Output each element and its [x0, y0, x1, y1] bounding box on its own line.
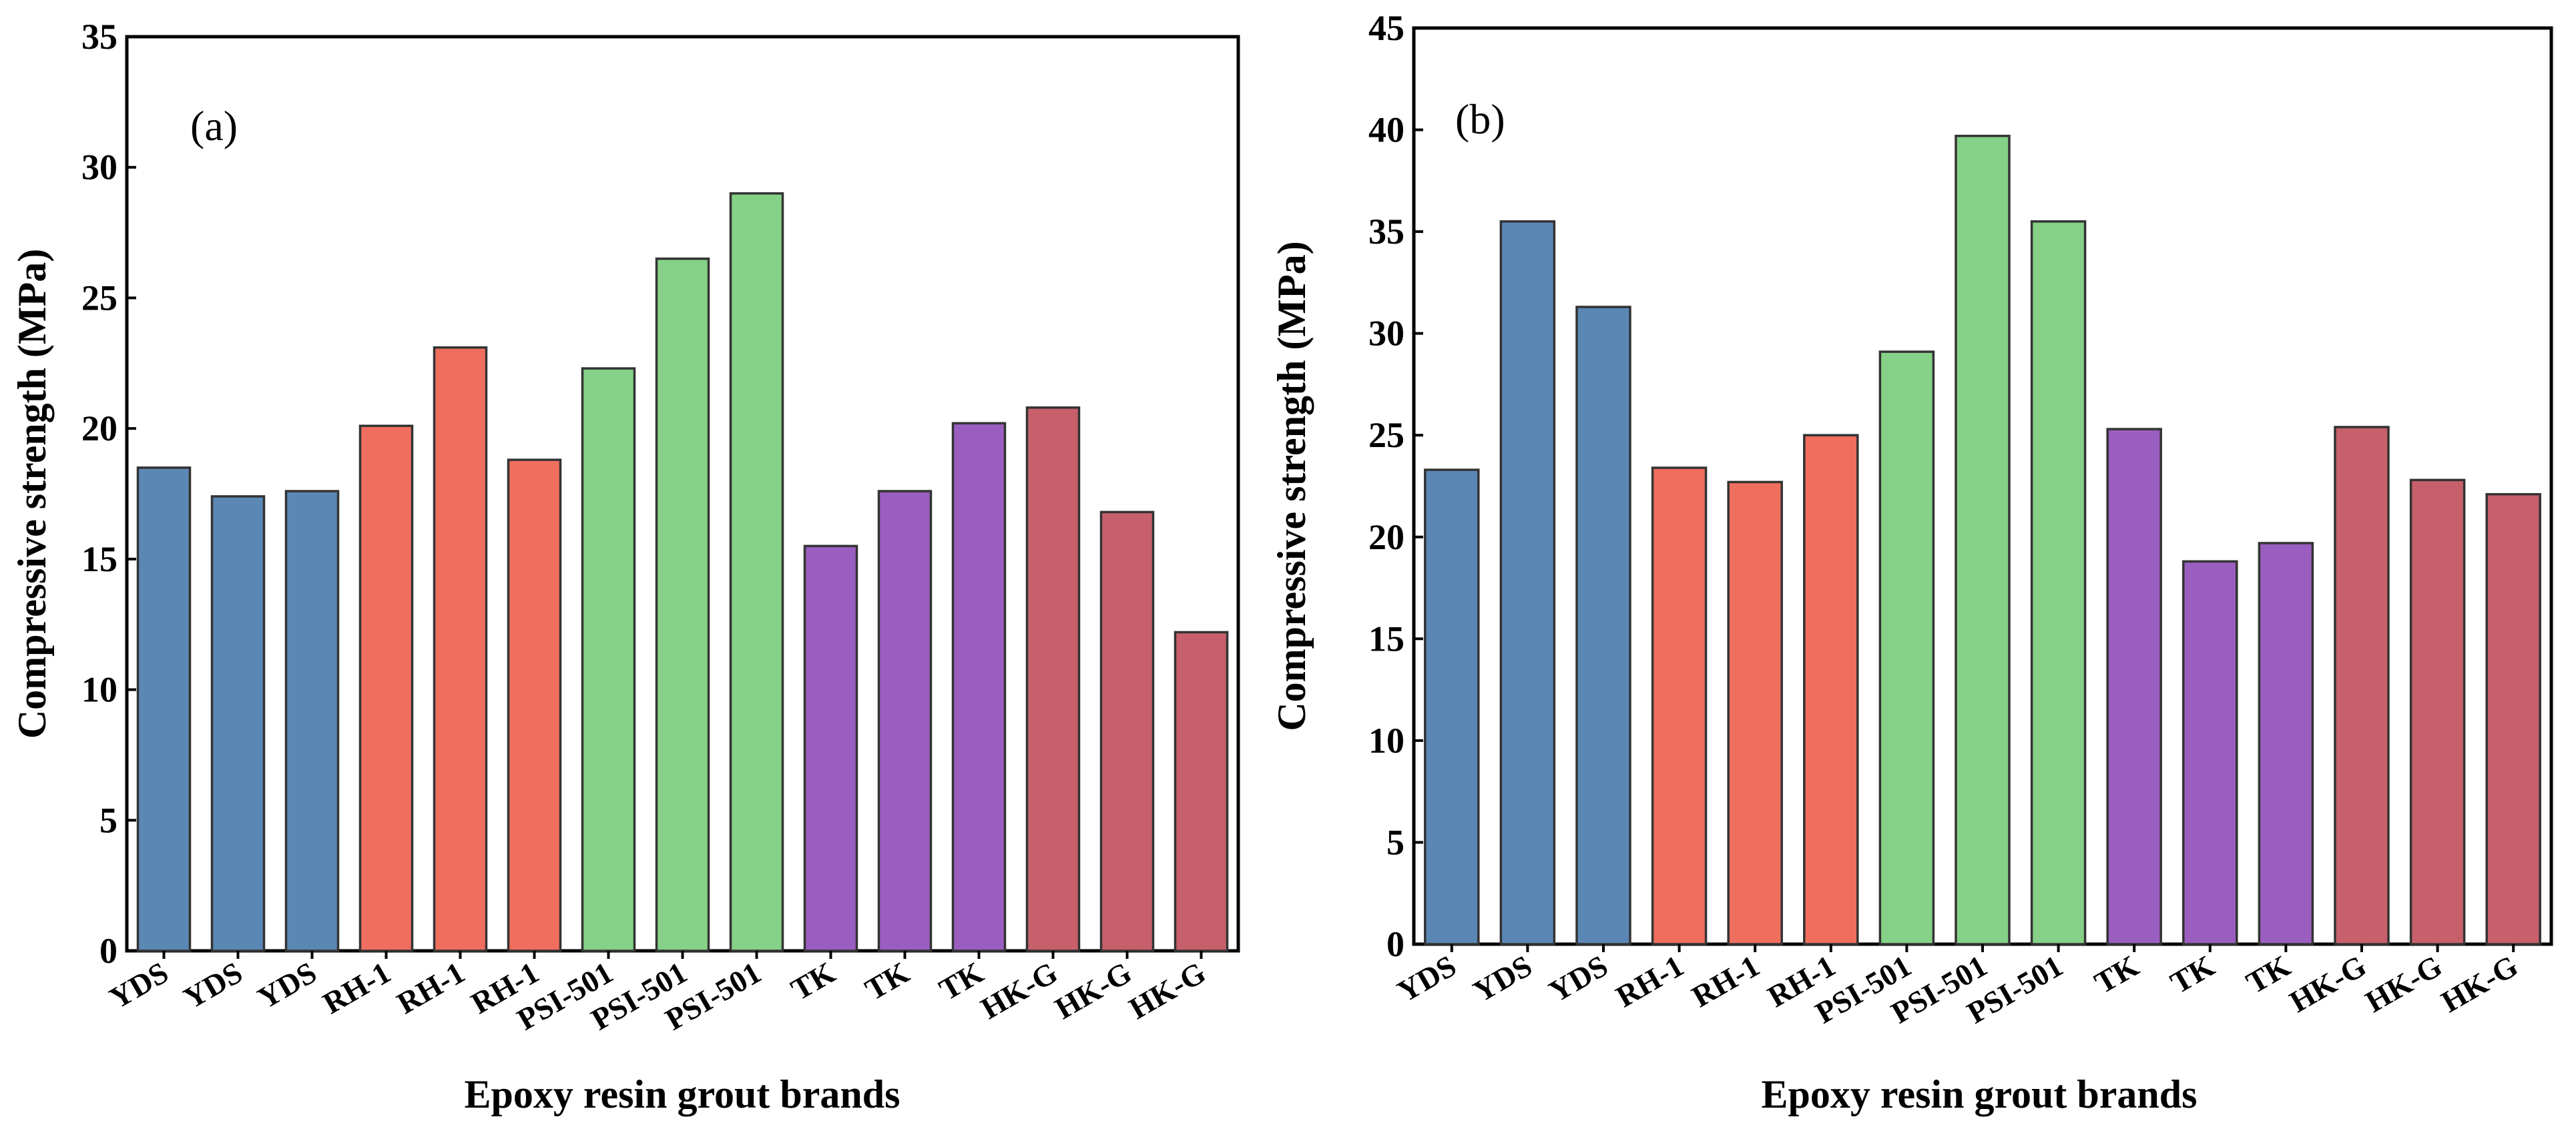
x-tick-label: RH-1: [391, 955, 470, 1020]
x-tick-label: TK: [859, 955, 915, 1007]
x-tick-label: HK-G: [975, 955, 1063, 1026]
y-tick-label: 20: [81, 408, 117, 448]
bar: [1955, 134, 2011, 945]
bar: [2334, 426, 2390, 945]
bar: [729, 192, 784, 952]
y-tick-label: 15: [81, 539, 117, 579]
y-tick-label: 5: [99, 800, 117, 840]
y-tick-label: 40: [1368, 110, 1404, 150]
x-tick-label: RH-1: [1610, 948, 1689, 1014]
bar: [581, 367, 636, 952]
bar: [358, 424, 414, 952]
bar: [1727, 480, 1783, 945]
bar: [2182, 560, 2238, 945]
panel-label: (a): [190, 102, 238, 149]
bar: [1499, 220, 1556, 945]
bar: [2106, 428, 2162, 945]
y-tick-label: 10: [1368, 721, 1404, 761]
y-tick-label: 30: [81, 147, 117, 187]
x-tick-label: RH-1: [1686, 948, 1765, 1014]
y-tick-label: 0: [99, 931, 117, 971]
bar: [1575, 306, 1631, 945]
x-tick-label: TK: [2165, 948, 2220, 1000]
bar: [433, 346, 488, 952]
bar: [1099, 510, 1155, 952]
y-tick-label: 5: [1386, 822, 1404, 862]
x-tick-label: HK-G: [2435, 948, 2523, 1019]
bar: [136, 466, 192, 952]
x-tick-label: HK-G: [1123, 955, 1212, 1026]
x-tick-label: YDS: [1543, 948, 1613, 1008]
y-tick-label: 15: [1368, 619, 1404, 659]
bar: [507, 458, 562, 952]
bar: [210, 495, 266, 952]
bar: [1424, 468, 1480, 945]
x-tick-label: TK: [785, 955, 840, 1007]
bar: [2409, 478, 2466, 945]
bar: [803, 544, 858, 952]
bar: [2030, 220, 2087, 945]
bar: [1174, 631, 1229, 952]
bar: [951, 422, 1007, 952]
x-tick-label: HK-G: [2284, 948, 2372, 1019]
y-tick-label: 0: [1386, 924, 1404, 964]
bar: [1878, 350, 1935, 945]
bar: [655, 257, 710, 952]
y-tick-label: 25: [1368, 415, 1404, 455]
x-axis-label: Epoxy resin grout brands: [465, 1072, 900, 1116]
bar: [1651, 466, 1708, 945]
y-tick-label: 20: [1368, 517, 1404, 557]
bar: [2258, 542, 2314, 945]
bar: [1025, 406, 1081, 952]
y-axis-label: Compressive strength (MPa): [1270, 241, 1314, 731]
x-tick-label: YDS: [1467, 948, 1537, 1008]
bar: [2485, 492, 2541, 945]
y-tick-label: 10: [81, 670, 117, 710]
bar: [284, 490, 340, 952]
y-tick-label: 35: [1368, 212, 1404, 252]
x-tick-label: HK-G: [1049, 955, 1137, 1026]
y-tick-label: 45: [1368, 8, 1404, 48]
y-tick-label: 35: [81, 17, 117, 57]
panel-label: (b): [1455, 95, 1505, 143]
x-tick-label: HK-G: [2360, 948, 2448, 1019]
x-tick-label: YDS: [252, 955, 322, 1015]
x-tick-label: RH-1: [317, 955, 396, 1020]
y-tick-label: 30: [1368, 314, 1404, 354]
y-axis-label: Compressive strength (MPa): [10, 249, 54, 739]
y-tick-label: 25: [81, 278, 117, 318]
bar: [1803, 434, 1859, 945]
x-axis-label: Epoxy resin grout brands: [1762, 1072, 2198, 1116]
bar: [877, 490, 933, 952]
x-tick-label: YDS: [178, 955, 248, 1015]
x-tick-label: TK: [2089, 948, 2144, 1000]
